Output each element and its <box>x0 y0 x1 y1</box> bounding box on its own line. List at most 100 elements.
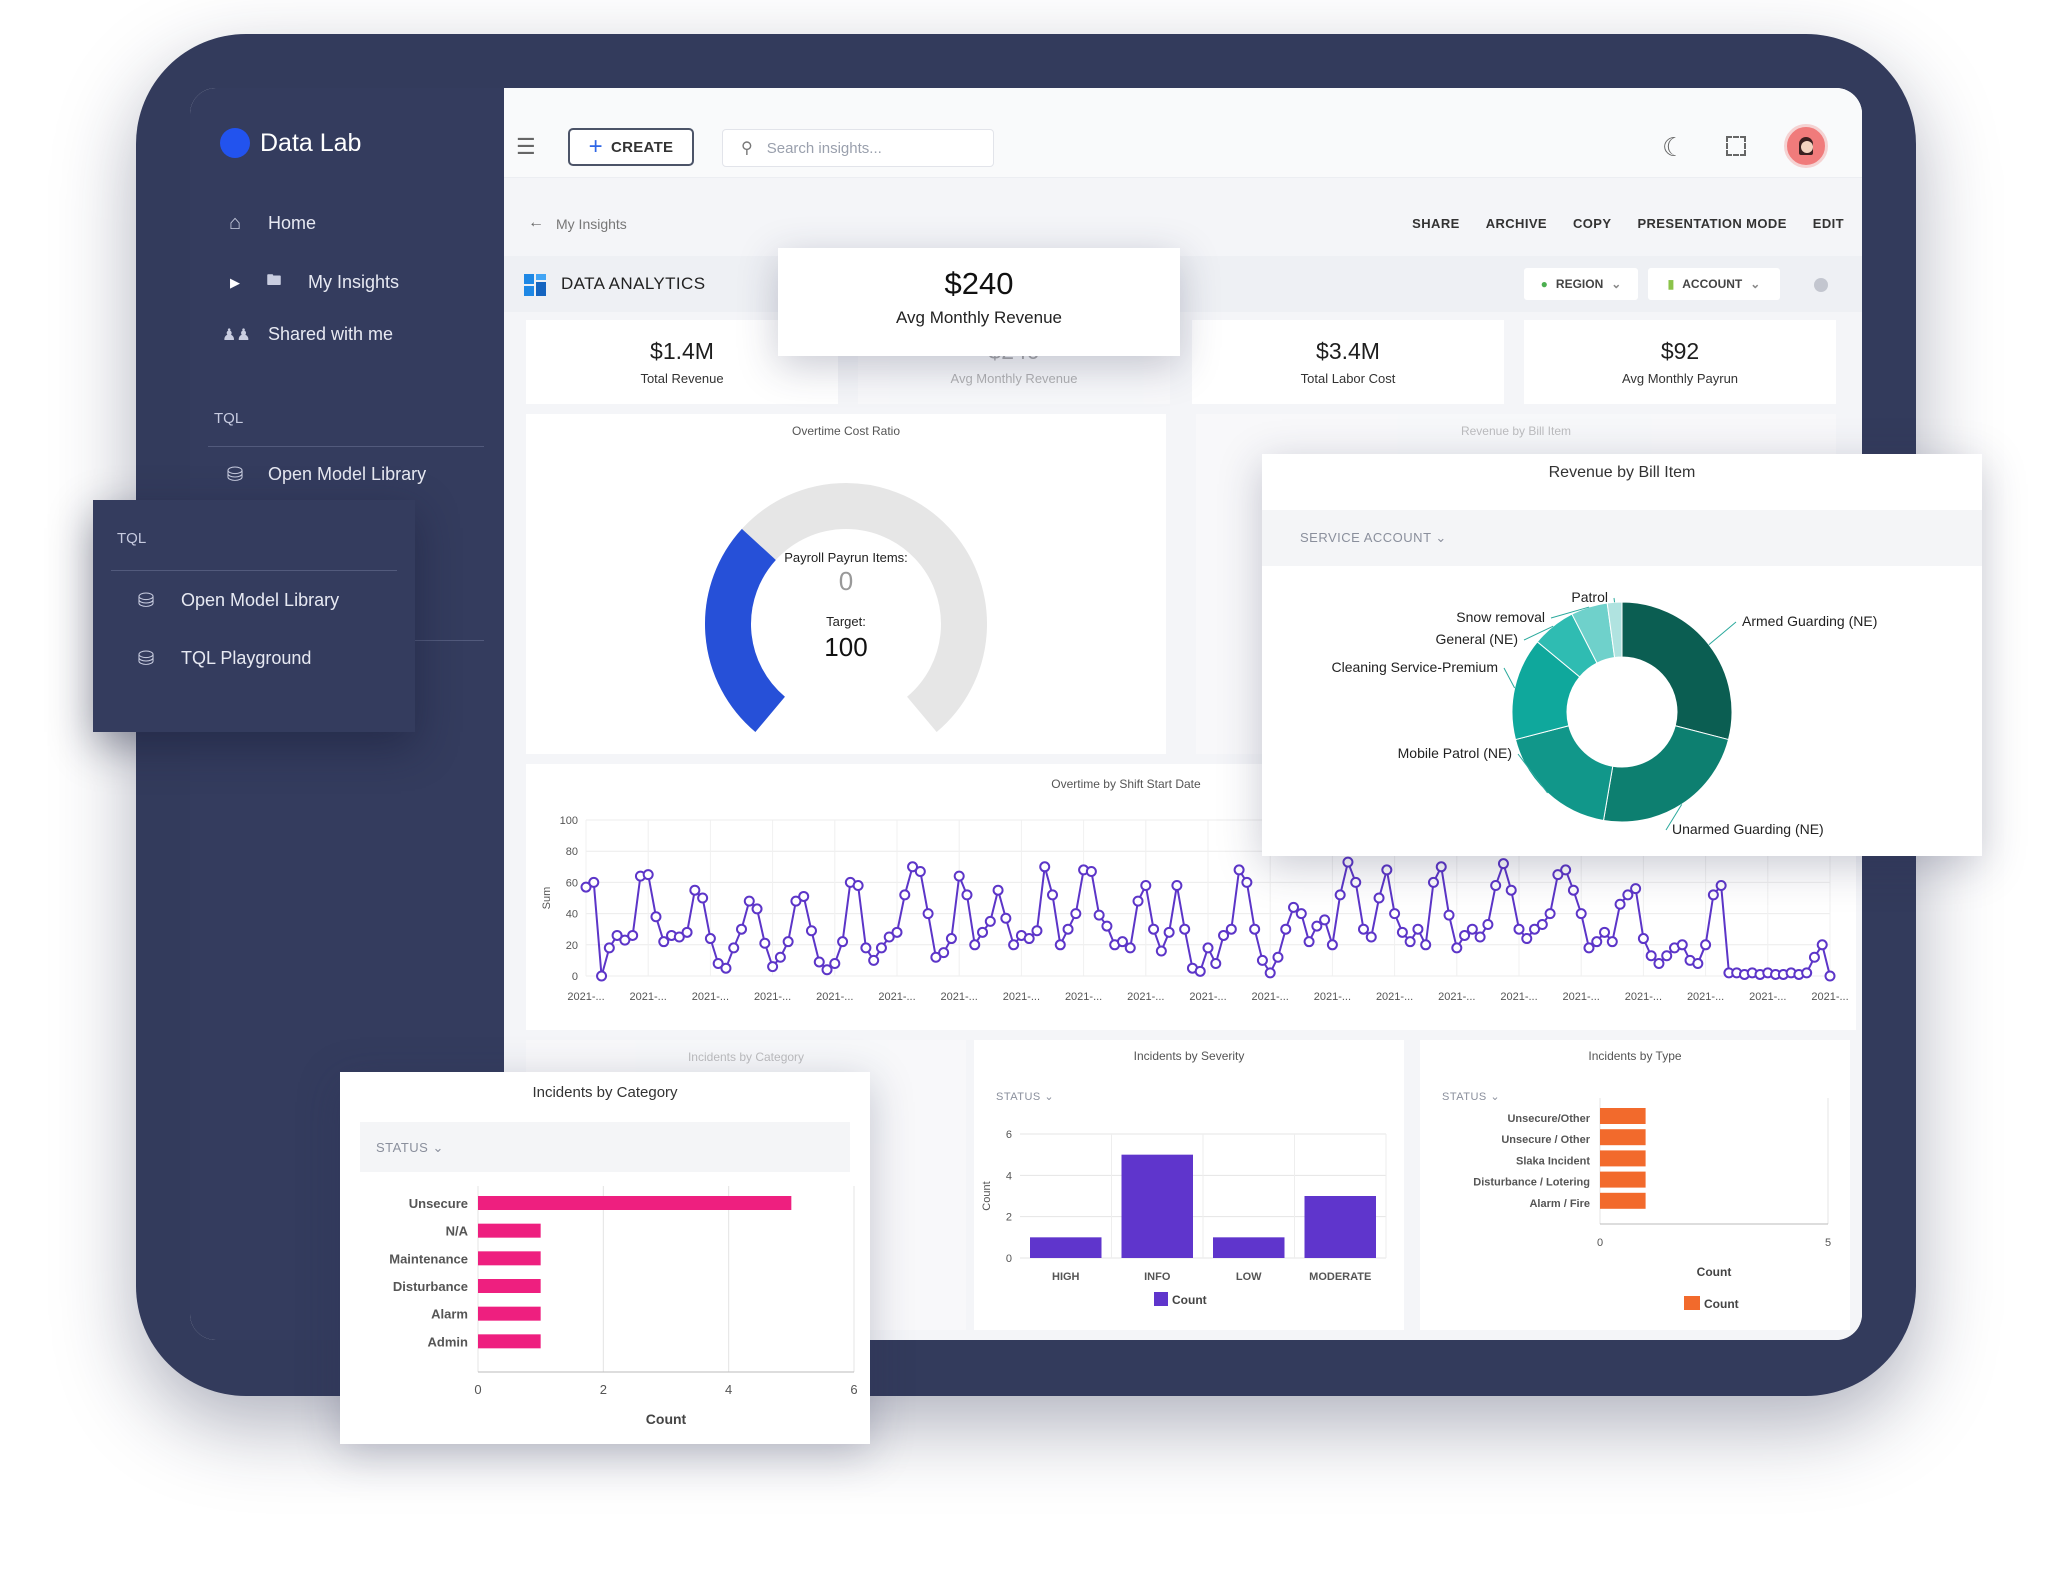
line-point <box>1567 884 1579 896</box>
x-tick-label: 2021-... <box>1811 991 1848 1003</box>
tql-section-label: TQL <box>117 530 147 547</box>
donut-leader-line <box>1613 597 1616 603</box>
donut-leader-line <box>1503 667 1516 689</box>
line-point <box>907 861 919 873</box>
donut-label: Unarmed Guarding (NE) <box>1672 821 1824 837</box>
page-title: DATA ANALYTICS <box>561 274 706 293</box>
tql-item-label: Open Model Library <box>181 590 340 610</box>
logo-dot-icon <box>220 128 250 158</box>
line-point <box>1288 901 1300 913</box>
edit-button[interactable]: EDIT <box>1812 216 1844 231</box>
donut-leader-line <box>1708 621 1737 646</box>
line-point <box>837 936 849 948</box>
region-filter[interactable]: ● REGION ⌄ <box>1524 268 1638 300</box>
service-account-dropdown[interactable]: SERVICE ACCOUNT ⌄ <box>1300 530 1447 545</box>
category-label: Disturbance / Lotering <box>1473 1177 1590 1189</box>
sidebar-item-my-insights[interactable]: ▶ 🖿 My Insights <box>230 270 399 295</box>
y-tick-label: 2 <box>1006 1212 1012 1224</box>
copy-button[interactable]: COPY <box>1573 216 1612 231</box>
x-tick-label: 2021-... <box>1189 991 1226 1003</box>
gauge-svg <box>705 483 987 733</box>
x-tick-label: 2 <box>600 1382 607 1397</box>
create-button[interactable]: + CREATE <box>568 128 694 166</box>
line-point <box>868 954 880 966</box>
status-dropdown[interactable]: STATUS ⌄ <box>376 1140 444 1155</box>
kpi-value: $92 <box>1660 338 1700 364</box>
dark-mode-icon[interactable]: ☾ <box>1662 132 1686 162</box>
line-point <box>1225 923 1237 935</box>
panel-title: Incidents by Category <box>687 1050 805 1064</box>
tql-item-open-model-library[interactable]: ⛁ Open Model Library <box>133 588 339 613</box>
sidebar-item-shared-with-me[interactable]: ♟♟ Shared with me <box>222 324 393 345</box>
line-point <box>852 880 864 892</box>
line-point <box>1326 939 1338 951</box>
line-point <box>1451 942 1463 954</box>
incidents-severity-chart: Incidents by Severity 0 2 4 6 Count HIGH INFO LO… <box>981 1049 1387 1307</box>
search-input[interactable]: ⚲ Search insights... <box>722 129 994 167</box>
donut-label: Snow removal <box>1456 609 1545 625</box>
donut-label: General (NE) <box>1436 631 1518 647</box>
fullscreen-icon[interactable] <box>1726 136 1746 156</box>
x-tick-label: 2021-... <box>1252 991 1289 1003</box>
chevron-down-icon: ⌄ <box>1750 277 1761 291</box>
avatar[interactable] <box>1784 124 1828 168</box>
category-label: Alarm / Fire <box>1529 1198 1590 1210</box>
x-tick-label: 2021-... <box>1500 991 1537 1003</box>
line-point <box>813 956 825 968</box>
overtime-line-chart: Overtime by Shift Start Date Sum 0 20 40 60 80… <box>541 777 1849 1003</box>
back-arrow-icon[interactable]: ← <box>528 214 544 231</box>
line-point <box>1280 923 1292 935</box>
status-dropdown[interactable]: STATUS ⌄ <box>996 1091 1055 1103</box>
tql-item-tql-playground[interactable]: ⛁ TQL Playground <box>133 646 312 671</box>
line-point <box>1155 945 1167 957</box>
status-dropdown[interactable]: STATUS ⌄ <box>1442 1091 1501 1103</box>
incidents-type-panel: 0 5 Unsecure/Other Unsecure / Other Slaka In… <box>1420 1040 1850 1330</box>
archive-button[interactable]: ARCHIVE <box>1485 216 1547 231</box>
line-point <box>720 962 732 974</box>
sidebar-item-open-model-library[interactable]: ⛁ Open Model Library <box>222 462 426 487</box>
line-point <box>1396 926 1408 938</box>
line-point <box>1365 931 1377 943</box>
gauge-title: Overtime Cost Ratio <box>791 424 901 438</box>
breadcrumb[interactable]: My Insights <box>556 216 627 232</box>
line-point <box>1054 939 1066 951</box>
x-tick-label: 2021-... <box>567 991 604 1003</box>
top-bar: ☰ + CREATE ⚲ Search insights... ☾ <box>504 88 1862 178</box>
donut-slice <box>1514 725 1614 822</box>
info-icon[interactable] <box>1814 278 1828 292</box>
line-point <box>619 934 631 946</box>
y-tick-label: 40 <box>566 909 578 921</box>
search-placeholder: Search insights... <box>766 139 882 157</box>
line-point <box>1334 889 1346 901</box>
x-tick-label: 2021-... <box>1687 991 1724 1003</box>
bar <box>478 1223 541 1238</box>
y-tick-label: 4 <box>1006 1170 1012 1182</box>
home-icon: ⌂ <box>228 212 242 234</box>
dashboard-icon <box>524 274 546 296</box>
donut-slice <box>1602 725 1730 823</box>
line-point <box>805 925 817 937</box>
bar <box>1600 1150 1646 1167</box>
bar <box>1121 1154 1193 1258</box>
menu-icon[interactable]: ☰ <box>516 134 536 159</box>
status-label: STATUS <box>376 1140 429 1155</box>
line-point <box>782 936 794 948</box>
account-filter[interactable]: ▮ ACCOUNT ⌄ <box>1648 268 1780 300</box>
line-point <box>1482 919 1494 931</box>
line-point <box>1039 861 1051 873</box>
line-point <box>712 958 724 970</box>
donut-slice <box>1606 601 1623 659</box>
share-button[interactable]: SHARE <box>1412 216 1460 231</box>
line-point <box>1171 880 1183 892</box>
revenue-card-title: Revenue by Bill Item <box>1548 464 1696 481</box>
presentation-mode-button[interactable]: PRESENTATION MODE <box>1637 216 1787 231</box>
sidebar-item-home[interactable]: ⌂ Home <box>222 212 316 235</box>
y-tick-label: 20 <box>566 940 578 952</box>
line-point <box>1552 869 1564 881</box>
sidebar-item-label: Home <box>268 213 317 233</box>
brand[interactable]: Data Lab <box>220 128 361 158</box>
kpi-value: $1.4M <box>650 338 714 364</box>
category-label: HIGH <box>1052 1271 1080 1283</box>
line-point <box>1140 880 1152 892</box>
x-tick-label: 6 <box>850 1382 857 1397</box>
